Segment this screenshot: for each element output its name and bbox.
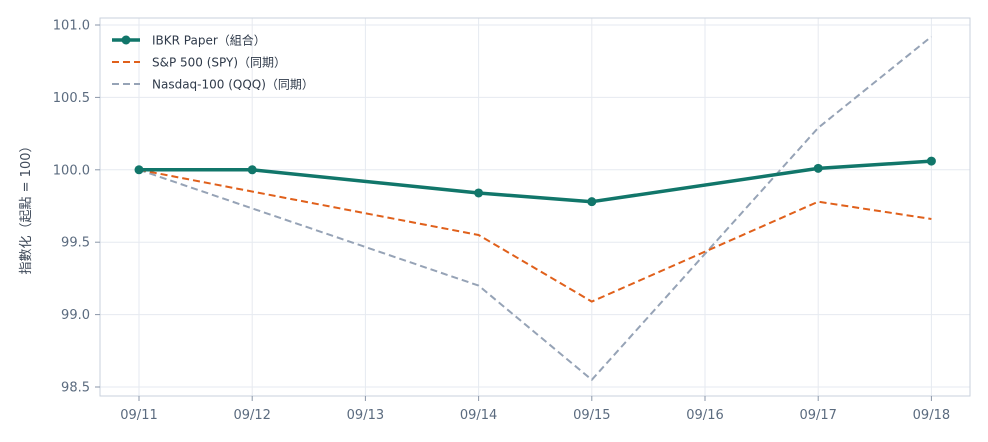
series-line-1 — [138, 168, 932, 303]
series — [134, 35, 936, 381]
x-tick-label: 09/17 — [799, 408, 836, 423]
legend-label-2: Nasdaq-100 (QQQ)（同期） — [152, 78, 314, 92]
y-axis-label: 指數化（起點 = 100） — [19, 140, 34, 275]
data-point — [134, 165, 144, 175]
legend: IBKR Paper（組合） S&P 500 (SPY)（同期） Nasdaq-10… — [112, 33, 314, 92]
y-tick-label: 101.0 — [53, 19, 90, 34]
y-axis: 98.5 99.0 99.5 100.0 100.5 101.0 — [53, 19, 100, 396]
data-point — [587, 197, 597, 207]
legend-marker-0 — [121, 35, 131, 45]
x-tick-label: 09/14 — [460, 408, 497, 423]
x-tick-label: 09/16 — [686, 408, 723, 423]
x-tick-label: 09/15 — [573, 408, 610, 423]
y-tick-label: 98.5 — [61, 381, 90, 396]
x-tick-label: 09/12 — [233, 408, 270, 423]
y-tick-label: 99.0 — [61, 308, 90, 323]
y-tick-label: 99.5 — [61, 236, 90, 251]
x-tick-label: 09/11 — [120, 408, 157, 423]
plot-background — [100, 18, 970, 396]
data-point — [474, 188, 484, 198]
legend-label-1: S&P 500 (SPY)（同期） — [152, 56, 286, 70]
data-point — [247, 165, 257, 175]
series-line-0 — [137, 159, 934, 204]
x-axis: 09/11 09/12 09/13 09/14 09/15 09/16 09/17 09/18 — [120, 396, 950, 423]
y-tick-label: 100.5 — [53, 91, 90, 106]
data-point — [926, 156, 936, 166]
x-tick-label: 09/13 — [347, 408, 384, 423]
plot-frame — [99, 17, 971, 397]
x-tick-label: 09/18 — [913, 408, 950, 423]
y-tick-label: 100.0 — [53, 163, 90, 178]
series-line-2 — [138, 35, 933, 381]
data-point — [813, 163, 823, 173]
legend-label-0: IBKR Paper（組合） — [152, 33, 266, 48]
